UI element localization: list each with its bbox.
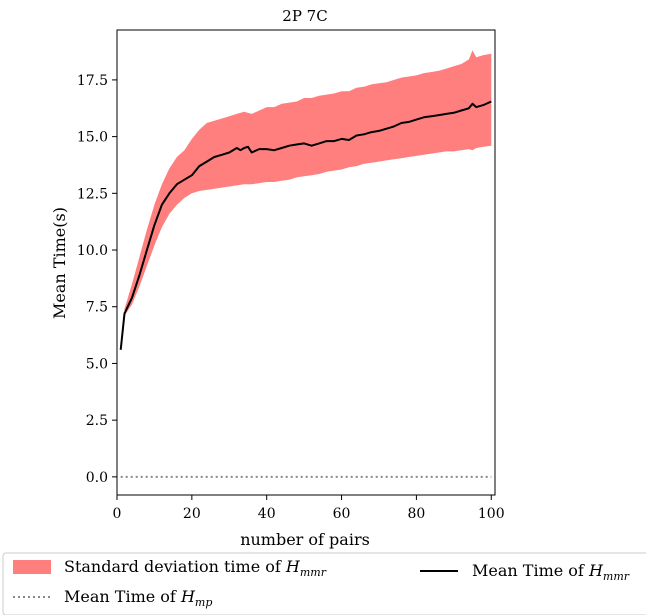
- x-axis: 0 20 40 60 80 100: [113, 495, 505, 522]
- plot-frame: [116, 29, 496, 496]
- y-tick-label: 12.5: [77, 186, 108, 202]
- x-tick-label: 20: [183, 506, 201, 522]
- chart-title: 2P 7C: [282, 7, 327, 25]
- x-tick-label: 60: [333, 506, 351, 522]
- legend-mean-line-label: Mean Time of Hmmr: [472, 561, 630, 583]
- x-tick-label: 100: [478, 506, 505, 522]
- legend-band-subscript: mmr: [300, 566, 327, 579]
- y-axis: 0.0 2.5 5.0 7.5 10.0 12.5 15.0 17.5: [77, 73, 117, 486]
- legend-band-text: Standard deviation time of: [64, 557, 286, 576]
- legend-mp-line-label: Mean Time of Hmp: [64, 587, 212, 609]
- legend-band-label: Standard deviation time of Hmmr: [64, 557, 327, 579]
- mmr-mean-line: [119, 100, 492, 350]
- std-dev-band: [124, 50, 492, 316]
- legend-mean-line-symbol: H: [588, 561, 604, 580]
- y-tick-label: 2.5: [86, 413, 108, 429]
- legend-mean-line-subscript: mmr: [603, 570, 630, 583]
- x-tick-label: 80: [407, 506, 425, 522]
- x-axis-label: number of pairs: [240, 530, 370, 549]
- y-axis-label: Mean Time(s): [50, 207, 69, 319]
- y-tick-label: 15.0: [77, 130, 108, 146]
- legend-band-swatch: [13, 560, 51, 574]
- line-layer: [119, 100, 492, 478]
- y-tick-label: 10.0: [77, 243, 108, 259]
- legend-frame: [2, 552, 646, 615]
- y-tick-label: 0.0: [86, 470, 108, 486]
- y-tick-label: 5.0: [86, 356, 108, 372]
- x-tick-label: 0: [113, 506, 122, 522]
- legend-band-symbol: H: [285, 557, 301, 576]
- y-tick-label: 7.5: [86, 300, 108, 316]
- legend-mp-line-symbol: H: [180, 587, 196, 606]
- x-tick-label: 40: [258, 506, 276, 522]
- legend: Standard deviation time of Hmmr Mean Tim…: [2, 552, 646, 615]
- y-tick-label: 17.5: [77, 73, 108, 89]
- legend-mp-line-text: Mean Time of: [64, 587, 181, 606]
- legend-mp-line-subscript: mp: [195, 596, 212, 609]
- legend-mean-line-text: Mean Time of: [472, 561, 589, 580]
- std-dev-band-layer: [124, 50, 492, 316]
